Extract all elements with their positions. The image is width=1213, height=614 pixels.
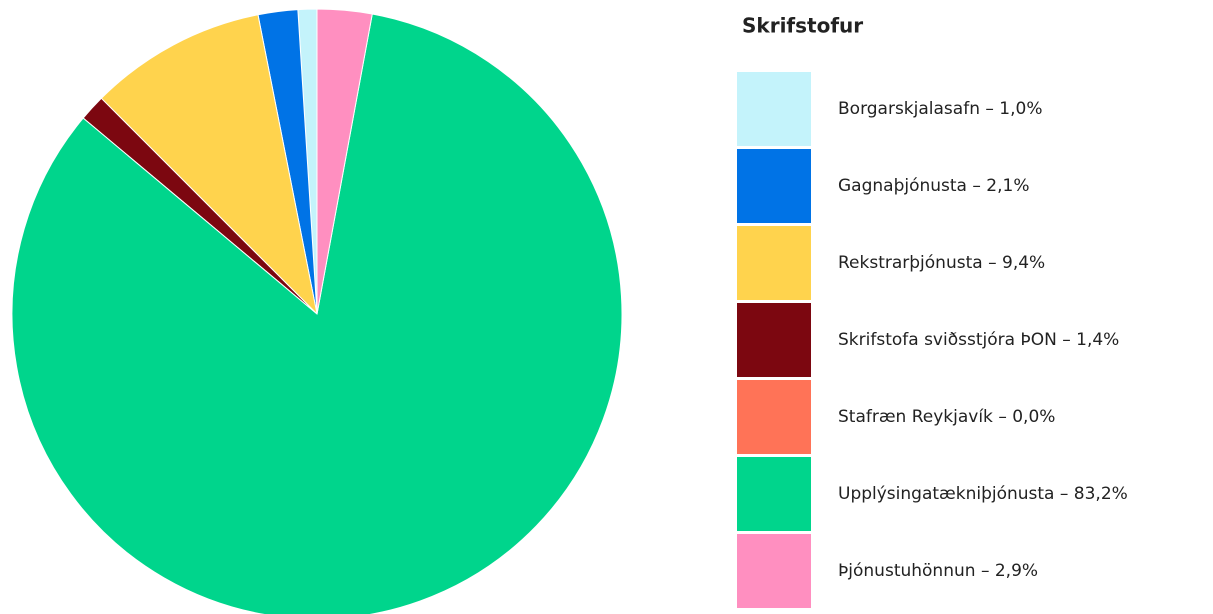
legend-label: Rekstrarþjónusta – 9,4% [838,253,1045,273]
legend-name: Rekstrarþjónusta [838,253,983,273]
legend-value: 1,4% [1076,330,1119,350]
legend-separator: – [985,99,994,119]
legend-swatch [737,72,811,146]
legend-title: Skrifstofur [742,14,863,38]
legend-separator: – [1060,484,1069,504]
legend-separator: – [998,407,1007,427]
legend-swatch [737,380,811,454]
legend-value: 9,4% [1002,253,1045,273]
pie-slice [316,8,373,315]
legend-label: Borgarskjalasafn – 1,0% [838,99,1042,119]
legend-label: Þjónustuhönnun – 2,9% [838,561,1038,581]
legend-value: 2,9% [995,561,1038,581]
legend-name: Þjónustuhönnun [838,561,976,581]
legend-value: 0,0% [1012,407,1055,427]
legend-label: Stafræn Reykjavík – 0,0% [838,407,1055,427]
legend-value: 2,1% [986,176,1029,196]
legend-name: Borgarskjalasafn [838,99,980,119]
legend-value: 1,0% [999,99,1042,119]
legend-name: Gagnaþjónusta [838,176,967,196]
legend-separator: – [981,561,990,581]
legend-name: Skrifstofa sviðsstjóra ÞON [838,330,1057,350]
legend-swatch [737,457,811,531]
legend-swatch [737,149,811,223]
legend-name: Upplýsingatækniþjónusta [838,484,1054,504]
legend-swatch [737,226,811,300]
legend-swatch [737,534,811,608]
legend-separator: – [988,253,997,273]
pie-slice [100,14,318,316]
legend-separator: – [1062,330,1071,350]
legend-swatch [737,303,811,377]
legend-name: Stafræn Reykjavík [838,407,993,427]
legend-label: Upplýsingatækniþjónusta – 83,2% [838,484,1128,504]
legend-label: Skrifstofa sviðsstjóra ÞON – 1,4% [838,330,1119,350]
legend-value: 83,2% [1074,484,1128,504]
legend-label: Gagnaþjónusta – 2,1% [838,176,1030,196]
legend-separator: – [972,176,981,196]
